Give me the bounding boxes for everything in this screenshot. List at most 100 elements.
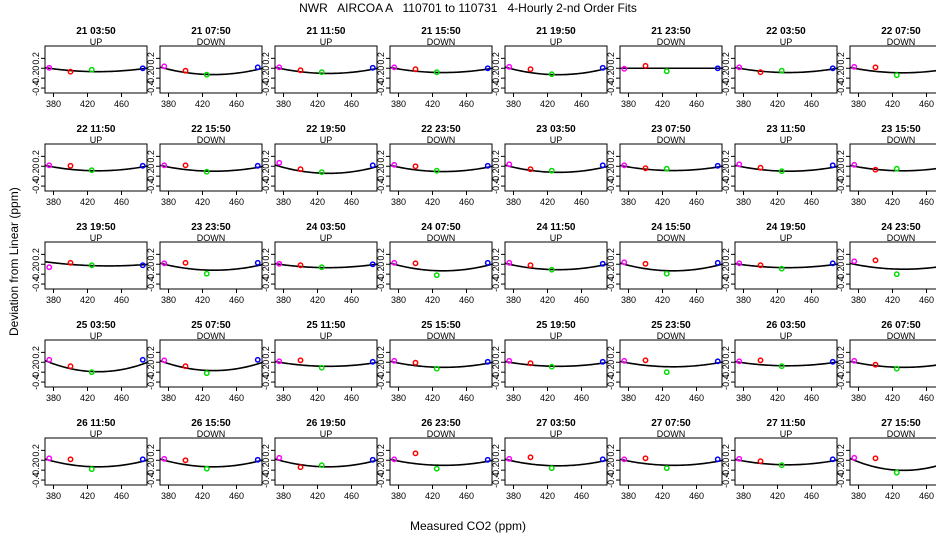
y-tick-label: -0.4 bbox=[376, 276, 386, 292]
y-tick-label: 0 bbox=[491, 360, 501, 365]
panel-subtitle: UP bbox=[90, 233, 103, 243]
point-high-standard bbox=[484, 162, 491, 169]
point-low-standard bbox=[46, 455, 53, 462]
fit-curve bbox=[504, 360, 608, 368]
point-mid-standard-red bbox=[642, 455, 649, 462]
point-mid-standard-red bbox=[67, 259, 74, 266]
point-mid-standard-green bbox=[318, 264, 325, 271]
x-tick-label: 420 bbox=[540, 295, 555, 305]
x-tick-label: 380 bbox=[46, 491, 61, 501]
fit-curve bbox=[274, 164, 378, 175]
x-tick-label: 460 bbox=[344, 99, 359, 109]
point-mid-standard-green bbox=[203, 168, 210, 175]
panel-frame bbox=[504, 339, 608, 388]
point-low-standard bbox=[506, 63, 513, 70]
y-tick-label: -0.2 bbox=[721, 364, 731, 380]
fit-curve bbox=[504, 66, 608, 76]
x-tick-label: 460 bbox=[574, 393, 589, 403]
x-tick-label: 420 bbox=[310, 491, 325, 501]
y-tick-label: -0.2 bbox=[376, 168, 386, 184]
x-tick-label: 380 bbox=[621, 393, 636, 403]
panel-title: 21 23:50 bbox=[651, 26, 691, 37]
x-tick-label: 460 bbox=[114, 393, 129, 403]
x-tick-label: 460 bbox=[459, 295, 474, 305]
x-tick-label: 420 bbox=[310, 99, 325, 109]
panel-subtitle: UP bbox=[320, 429, 333, 439]
y-tick-label: -0.4 bbox=[606, 472, 616, 488]
panel-subtitle: DOWN bbox=[657, 233, 686, 243]
point-mid-standard-red bbox=[412, 450, 419, 457]
y-tick-label: 0 bbox=[261, 458, 271, 463]
panel-title: 22 03:50 bbox=[766, 26, 806, 37]
panel-title: 23 19:50 bbox=[76, 222, 116, 233]
panel-subtitle: UP bbox=[780, 37, 793, 47]
y-tick-label: 0 bbox=[836, 360, 846, 365]
y-tick-label: -0.4 bbox=[146, 178, 156, 194]
x-tick-label: 380 bbox=[506, 197, 521, 207]
panel-title: 24 11:50 bbox=[537, 222, 576, 233]
point-mid-standard-red bbox=[527, 262, 534, 269]
x-tick-label: 420 bbox=[770, 491, 785, 501]
y-tick-label: -0.4 bbox=[606, 80, 616, 96]
x-tick-label: 420 bbox=[885, 491, 900, 501]
panel-title: 26 23:50 bbox=[421, 418, 461, 429]
panel-subtitle: DOWN bbox=[887, 429, 916, 439]
x-tick-label: 420 bbox=[540, 393, 555, 403]
y-tick-label: -0.2 bbox=[376, 462, 386, 478]
fit-curve bbox=[734, 360, 838, 367]
point-high-standard bbox=[829, 456, 836, 463]
y-tick-label: 0 bbox=[31, 164, 41, 169]
x-tick-label: 420 bbox=[80, 197, 95, 207]
panel-subtitle: DOWN bbox=[197, 37, 226, 47]
point-low-standard bbox=[46, 264, 53, 271]
x-tick-label: 460 bbox=[344, 295, 359, 305]
point-mid-standard-green bbox=[203, 270, 210, 277]
y-tick-label: 0.2 bbox=[376, 52, 386, 65]
point-mid-standard-red bbox=[67, 456, 74, 463]
point-high-standard bbox=[369, 64, 376, 71]
point-mid-standard-green bbox=[433, 365, 440, 372]
point-mid-standard-red bbox=[297, 262, 304, 269]
y-tick-label: 0 bbox=[261, 164, 271, 169]
panel-title: 21 11:50 bbox=[307, 26, 346, 37]
point-mid-standard-green bbox=[893, 72, 900, 79]
x-tick-label: 460 bbox=[574, 295, 589, 305]
y-tick-label: 0 bbox=[721, 164, 731, 169]
y-tick-label: -0.4 bbox=[261, 178, 271, 194]
y-tick-label: 0 bbox=[376, 66, 386, 71]
panel-subtitle: DOWN bbox=[887, 233, 916, 243]
point-low-standard bbox=[161, 162, 168, 169]
x-tick-label: 420 bbox=[195, 197, 210, 207]
point-mid-standard-green bbox=[663, 270, 670, 277]
panel-frame bbox=[274, 241, 378, 290]
y-tick-label: -0.4 bbox=[721, 276, 731, 292]
point-low-standard bbox=[276, 454, 283, 461]
y-tick-label: -0.4 bbox=[376, 374, 386, 390]
point-mid-standard-red bbox=[67, 68, 74, 75]
fit-curve bbox=[849, 164, 936, 172]
x-tick-label: 380 bbox=[851, 393, 866, 403]
fit-curve bbox=[44, 66, 148, 73]
y-tick-label: -0.2 bbox=[376, 266, 386, 282]
y-tick-label: 0.2 bbox=[491, 248, 501, 261]
point-mid-standard-red bbox=[757, 164, 764, 171]
point-mid-standard-red bbox=[412, 163, 419, 170]
point-mid-standard-red bbox=[527, 454, 534, 461]
point-low-standard bbox=[391, 161, 398, 168]
panel-subtitle: DOWN bbox=[657, 331, 686, 341]
y-tick-label: -0.2 bbox=[376, 364, 386, 380]
y-tick-label: -0.4 bbox=[31, 276, 41, 292]
point-mid-standard-red bbox=[527, 66, 534, 73]
y-tick-label: -0.2 bbox=[836, 70, 846, 86]
point-mid-standard-green bbox=[893, 271, 900, 278]
chart-title: NWR AIRCOA A 110701 to 110731 4-Hourly 2… bbox=[299, 1, 637, 15]
x-tick-label: 380 bbox=[391, 393, 406, 403]
